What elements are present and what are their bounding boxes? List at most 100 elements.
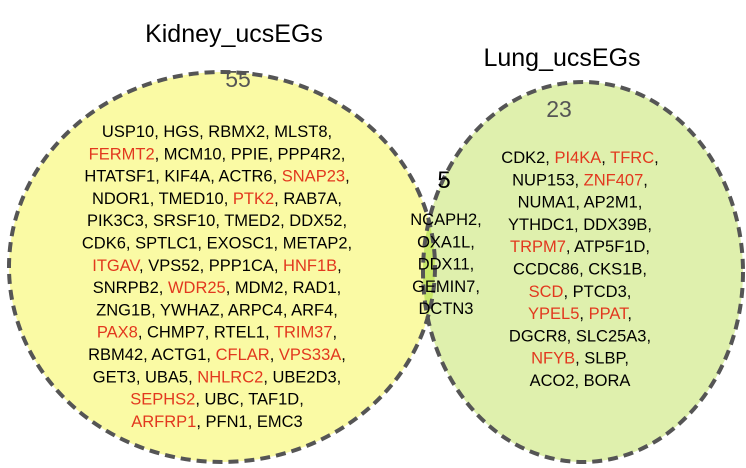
lung-gene-line: DGCR8, SLC25A3, (509, 327, 651, 345)
highlighted-gene: CFLAR (216, 346, 270, 364)
gene-text: , (333, 324, 338, 342)
lung-count: 23 (546, 96, 572, 122)
highlighted-gene: NHLRC2 (197, 368, 263, 386)
gene-text: , MDM2, RAD1, (226, 279, 342, 297)
gene-text: NCAPH2, (410, 211, 482, 229)
gene-text: NUMA1, AP2M1, (518, 194, 643, 212)
gene-text: , (345, 168, 350, 186)
gene-text: YTHDC1, DDX39B, (508, 216, 652, 234)
highlighted-gene: SCD (529, 283, 564, 301)
overlap-gene-line: GEMIN7, (412, 278, 480, 296)
lung-gene-list: CDK2, PI4KA, TFRC,NUP153, ZNF407,NUMA1, … (501, 149, 658, 390)
highlighted-gene: ITGAV (92, 257, 140, 275)
lung-gene-line: NFYB, SLBP, (531, 350, 629, 368)
kidney-gene-line: SNRPB2, WDR25, MDM2, RAD1, (93, 279, 342, 297)
gene-text: NDOR1, TMED10, (92, 190, 233, 208)
kidney-gene-line: RBM42, ACTG1, CFLAR, VPS33A, (88, 346, 346, 364)
kidney-gene-line: USP10, HGS, RBMX2, MLST8, (102, 123, 332, 141)
kidney-gene-line: CDK6, SPTLC1, EXOSC1, METAP2, (82, 235, 352, 253)
kidney-circle-fill (9, 72, 435, 462)
gene-text: , PTCD3, (563, 283, 631, 301)
highlighted-gene: PPAT (589, 305, 630, 323)
lung-gene-line: YPEL5, PPAT, (528, 305, 632, 323)
highlighted-gene: PAX8 (97, 324, 138, 342)
gene-text: , CHMP7, RTEL1, (138, 324, 274, 342)
gene-text: ZNG1B, YWHAZ, ARPC4, ARF4, (96, 301, 338, 319)
highlighted-gene: TRIM37 (274, 324, 333, 342)
kidney-gene-line: ITGAV, VPS52, PPP1CA, HNF1B, (92, 257, 341, 275)
gene-text: DDX11, (418, 256, 475, 274)
overlap-count: 5 (437, 167, 450, 194)
kidney-gene-line: PIK3C3, SRSF10, TMED2, DDX52, (87, 212, 347, 230)
overlap-gene-line: OXA1L, (417, 233, 475, 251)
gene-text: OXA1L, (417, 233, 475, 251)
lung-gene-line: SCD, PTCD3, (529, 283, 632, 301)
gene-text: ACO2, BORA (530, 372, 631, 390)
highlighted-gene: WDR25 (168, 279, 226, 297)
gene-text: , (643, 171, 648, 189)
lung-gene-line: ACO2, BORA (530, 372, 631, 390)
lung-gene-line: CCDC86, CKS1B, (513, 261, 647, 279)
gene-text: , RAB7A, (274, 190, 342, 208)
kidney-gene-line: SEPHS2, UBC, TAF1D, (130, 391, 304, 409)
kidney-gene-line: HTATSF1, KIF4A, ACTR6, SNAP23, (84, 168, 349, 186)
lung-circle-outline (421, 80, 745, 464)
highlighted-gene: TRPM7 (510, 238, 566, 256)
highlighted-gene: VPS33A (279, 346, 341, 364)
gene-text: DGCR8, SLC25A3, (509, 327, 651, 345)
gene-text: , UBC, TAF1D, (195, 391, 304, 409)
gene-text: , (654, 149, 659, 167)
gene-text: GET3, UBA5, (93, 368, 198, 386)
highlighted-gene: SNAP23 (282, 168, 345, 186)
lung-gene-line: YTHDC1, DDX39B, (508, 216, 652, 234)
kidney-title: Kidney_ucsEGs (145, 20, 323, 48)
gene-text: , (270, 346, 279, 364)
kidney-gene-line: ZNG1B, YWHAZ, ARPC4, ARF4, (96, 301, 338, 319)
highlighted-gene: PI4KA (554, 149, 601, 167)
kidney-gene-list: USP10, HGS, RBMX2, MLST8, FERMT2, MCM10, … (82, 123, 352, 431)
lung-circle-fill (423, 82, 743, 462)
gene-text: CCDC86, CKS1B, (513, 261, 647, 279)
gene-text: , ATP5F1D, (566, 238, 650, 256)
gene-text: , MCM10, PPIE, PPP4R2, (155, 145, 346, 163)
lung-gene-line: NUMA1, AP2M1, (518, 194, 643, 212)
gene-text: USP10, HGS, RBMX2, MLST8, (102, 123, 332, 141)
gene-text: , (337, 257, 342, 275)
gene-text: , (627, 305, 632, 323)
gene-text: CDK2, (501, 149, 554, 167)
lung-gene-line: CDK2, PI4KA, TFRC, (501, 149, 658, 167)
gene-text: , PFN1, EMC3 (196, 413, 302, 431)
highlighted-gene: YPEL5 (528, 305, 579, 323)
gene-text: , (579, 305, 588, 323)
gene-text: HTATSF1, KIF4A, ACTR6, (84, 168, 281, 186)
highlighted-gene: PTK2 (233, 190, 274, 208)
gene-text: CDK6, SPTLC1, EXOSC1, METAP2, (82, 235, 352, 253)
gene-text: , SLBP, (575, 350, 629, 368)
overlap-gene-line: DCTN3 (418, 300, 473, 318)
highlighted-gene: FERMT2 (89, 145, 155, 163)
gene-text: , VPS52, PPP1CA, (139, 257, 283, 275)
gene-text: , (341, 346, 346, 364)
highlighted-gene: HNF1B (283, 257, 337, 275)
highlighted-gene: ZNF407 (584, 171, 644, 189)
kidney-gene-line: GET3, UBA5, NHLRC2, UBE2D3, (93, 368, 342, 386)
gene-text: RBM42, ACTG1, (88, 346, 215, 364)
overlap-gene-line: DDX11, (418, 256, 475, 274)
highlighted-gene: NFYB (531, 350, 575, 368)
highlighted-gene: TFRC (610, 149, 654, 167)
kidney-gene-line: FERMT2, MCM10, PPIE, PPP4R2, (89, 145, 346, 163)
gene-text: DCTN3 (418, 300, 473, 318)
gene-text: , UBE2D3, (263, 368, 341, 386)
lung-title: Lung_ucsEGs (483, 44, 640, 72)
highlighted-gene: SEPHS2 (130, 391, 195, 409)
lung-gene-line: TRPM7, ATP5F1D, (510, 238, 650, 256)
gene-text: SNRPB2, (93, 279, 168, 297)
overlap-gene-line: NCAPH2, (410, 211, 482, 229)
gene-text: GEMIN7, (412, 278, 480, 296)
gene-text: PIK3C3, SRSF10, TMED2, DDX52, (87, 212, 347, 230)
kidney-gene-line: PAX8, CHMP7, RTEL1, TRIM37, (97, 324, 337, 342)
overlap-gene-list: NCAPH2, OXA1L, DDX11, GEMIN7, DCTN3 (410, 211, 482, 318)
kidney-gene-line: ARFRP1, PFN1, EMC3 (131, 413, 302, 431)
gene-text: NUP153, (512, 171, 584, 189)
